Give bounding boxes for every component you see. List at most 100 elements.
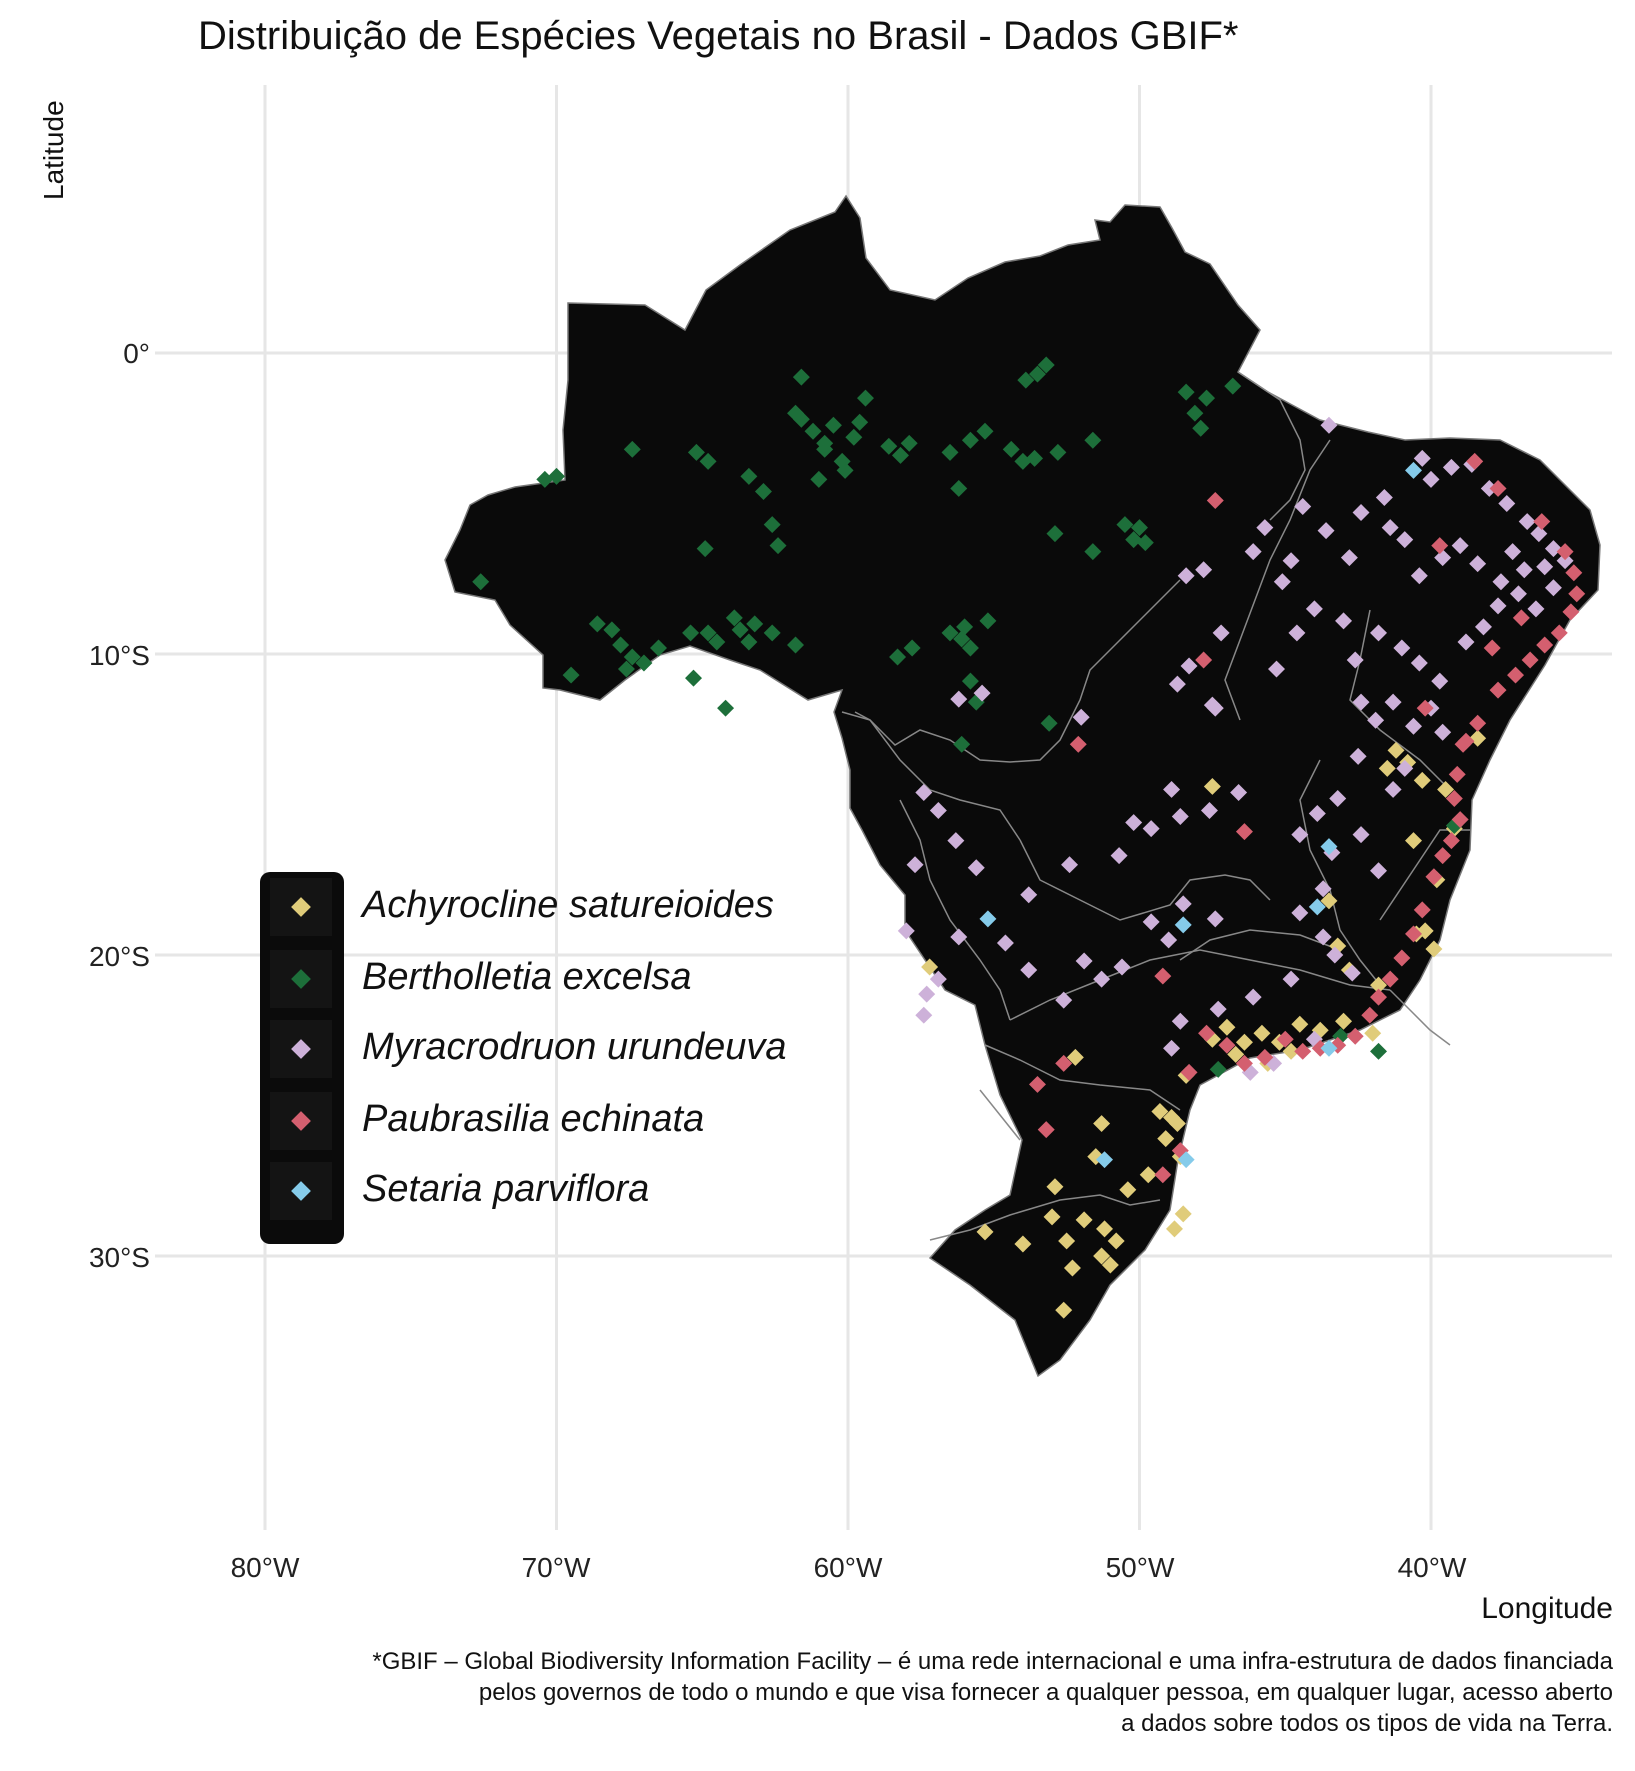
occurrence-point	[1410, 654, 1428, 672]
occurrence-point	[1165, 1220, 1183, 1238]
legend-label: Bertholletia excelsa	[362, 956, 692, 998]
occurrence-point	[1171, 808, 1189, 826]
diamond-marker-icon	[291, 1039, 311, 1059]
occurrence-point	[1043, 1208, 1061, 1226]
occurrence-point	[1451, 537, 1469, 555]
occurrence-point	[1160, 931, 1178, 949]
occurrence-point	[824, 416, 842, 434]
occurrence-point	[941, 443, 959, 461]
occurrence-point	[1195, 651, 1213, 669]
legend-key	[270, 950, 332, 1008]
occurrence-point	[961, 431, 979, 449]
occurrence-point	[1405, 717, 1422, 735]
occurrence-point	[1521, 651, 1539, 669]
occurrence-point	[1075, 952, 1093, 970]
legend-label: Achyrocline satureioides	[362, 884, 774, 926]
occurrence-point	[1125, 531, 1143, 549]
occurrence-point	[763, 624, 781, 642]
occurrence-point	[1329, 789, 1347, 807]
occurrence-point	[787, 636, 805, 654]
occurrence-point	[1518, 513, 1536, 531]
legend-label: Paubrasilia echinata	[362, 1098, 705, 1140]
occurrence-point	[1151, 1103, 1169, 1121]
diamond-marker-icon	[291, 969, 311, 989]
occurrence-point	[708, 633, 726, 651]
occurrence-point	[1533, 513, 1551, 531]
occurrence-point	[1046, 1178, 1064, 1196]
occurrence-point	[1416, 922, 1434, 940]
occurrence-point	[956, 618, 974, 636]
occurrence-point	[1396, 759, 1414, 777]
occurrence-point	[1367, 711, 1385, 729]
occurrence-point	[1218, 1018, 1236, 1036]
occurrence-point	[1093, 970, 1111, 988]
occurrence-point	[1457, 633, 1475, 651]
occurrence-point	[889, 648, 907, 666]
occurrence-point	[973, 684, 991, 702]
occurrence-point	[1212, 624, 1230, 642]
y-tick-label: 30°S	[88, 1242, 150, 1273]
occurrence-point	[1396, 531, 1414, 549]
occurrence-point	[1037, 1121, 1055, 1139]
occurrence-point	[1556, 543, 1574, 561]
occurrence-point	[603, 621, 621, 639]
occurrence-point	[1256, 519, 1274, 537]
occurrence-point	[1180, 1063, 1198, 1081]
occurrence-point	[1509, 585, 1527, 603]
occurrence-point	[1058, 1232, 1076, 1250]
occurrence-point	[1142, 820, 1160, 838]
occurrence-point	[1256, 1048, 1274, 1066]
occurrence-point	[953, 735, 971, 753]
occurrence-point	[1093, 1247, 1111, 1265]
occurrence-point	[1378, 759, 1396, 777]
legend-label: Myracrodruon urundeuva	[362, 1026, 787, 1068]
occurrence-point	[699, 624, 717, 642]
occurrence-point	[699, 452, 717, 470]
occurrence-point	[1040, 714, 1058, 732]
occurrence-point	[1326, 946, 1344, 964]
occurrence-point	[717, 699, 735, 717]
occurrence-point	[1063, 1259, 1081, 1277]
occurrence-point	[996, 934, 1014, 952]
occurrence-point	[1550, 624, 1568, 642]
occurrence-point	[1203, 777, 1221, 795]
occurrence-point	[1387, 741, 1405, 759]
occurrence-point	[891, 446, 909, 464]
occurrence-point	[903, 639, 921, 657]
occurrence-point	[1320, 838, 1338, 856]
diamond-marker-icon	[291, 1111, 311, 1131]
occurrence-point	[1349, 747, 1367, 765]
diamond-marker-icon	[291, 1181, 311, 1201]
occurrence-point	[763, 516, 781, 534]
occurrence-point	[929, 970, 947, 988]
occurrence-point	[1055, 1054, 1073, 1072]
occurrence-point	[1282, 552, 1300, 570]
occurrence-point	[1335, 612, 1353, 630]
occurrence-point	[1434, 847, 1452, 865]
occurrence-point	[725, 609, 743, 627]
occurrence-point	[1425, 940, 1443, 958]
occurrence-point	[536, 470, 554, 488]
occurrence-point	[953, 630, 971, 648]
occurrence-point	[1096, 1220, 1114, 1238]
occurrence-point	[1544, 579, 1562, 597]
occurrence-point	[1352, 693, 1370, 711]
occurrence-point	[1474, 618, 1492, 636]
occurrence-point	[612, 636, 630, 654]
legend: Achyrocline satureioides Bertholletia ex…	[260, 872, 787, 1244]
x-tick-label: 40°W	[1397, 1552, 1467, 1583]
occurrence-point	[1244, 988, 1262, 1006]
occurrence-point	[1317, 522, 1335, 540]
occurrence-point	[1075, 1211, 1093, 1229]
occurrence-point	[880, 437, 898, 455]
occurrence-point	[900, 434, 918, 452]
occurrence-point	[1200, 802, 1218, 820]
occurrence-point	[1174, 895, 1192, 913]
occurrence-point	[1437, 780, 1455, 798]
x-axis-label: Longitude	[1481, 1592, 1613, 1625]
legend-item-paubrasilia: Paubrasilia echinata	[260, 1086, 860, 1156]
occurrence-point	[1469, 714, 1487, 732]
occurrence-point	[950, 479, 968, 497]
occurrence-point	[1370, 976, 1388, 994]
